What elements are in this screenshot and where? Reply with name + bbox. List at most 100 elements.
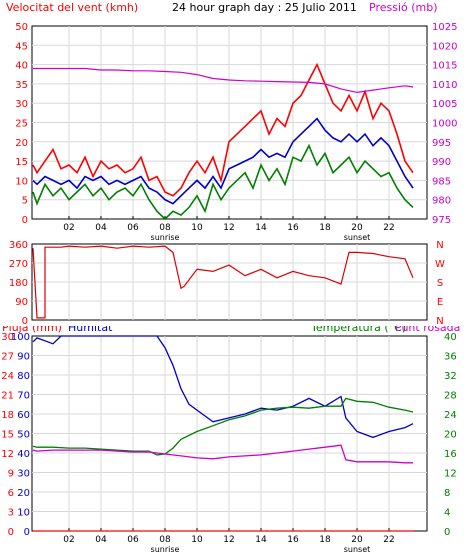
average-wind-series-line [32,117,414,205]
wind-series-line [32,143,414,221]
rain-y-tick-label: 21 [1,391,14,402]
x-tick-label: 06 [127,535,139,545]
temperature-y-tick-label: 12 [444,469,457,480]
wind-y-tick-label: 5 [22,196,28,207]
wind-y-tick-label: 40 [15,61,28,72]
humidity-y-tick-label: 90 [17,352,30,363]
direction-grid [32,244,427,320]
temp-series-group [32,335,414,532]
rain-y-tick-label: 18 [1,410,14,421]
pressure-y-axis: 975 980 985 990 995 1000 1005 1010 1015 1020 1025 [432,22,457,226]
x-tick-label: 08 [159,223,171,233]
x-tick-label: 16 [287,535,299,545]
x-tick-label: 22 [383,535,394,545]
pressure-y-tick-label: 975 [432,215,451,226]
gust-series-line [32,62,414,197]
pressure-y-tick-label: 995 [432,138,451,149]
wind-x-axis: 02 04 06 08 10 12 14 16 18 20 22 sunrise sunset [63,216,395,240]
humidity-y-tick-label: 30 [17,469,30,480]
humidity-y-tick-label: 10 [17,508,30,519]
temperature-y-tick-label: 8 [444,488,450,499]
pressure-y-tick-label: 1025 [432,22,457,33]
direction-y-tick-label: 90 [15,297,28,308]
x-tick-label: 18 [319,223,331,233]
wind-y-tick-label: 35 [15,80,28,91]
x-tick-label: 12 [223,535,234,545]
sunrise-label: sunrise [151,545,180,554]
humidity-axis-label: Humitat [68,326,113,334]
rain-y-tick-label: 6 [8,488,14,499]
compass-label: N [436,316,443,326]
x-tick-label: 16 [287,223,299,233]
pressure-y-tick-label: 985 [432,176,451,187]
wind-y-tick-label: 50 [15,22,28,33]
compass-label: E [437,297,443,308]
rain-y-tick-label: 3 [8,508,14,519]
pressure-y-tick-label: 1015 [432,61,457,72]
direction-series-group [32,245,414,319]
humidity-y-tick-label: 0 [24,527,30,538]
rain-y-tick-label: 27 [1,352,14,363]
rain-axis-label: Pluja (mm) [2,326,62,334]
compass-label: S [437,278,443,289]
wind-direction-series-line [32,245,414,319]
pressure-y-tick-label: 1020 [432,41,457,52]
x-tick-label: 10 [191,223,203,233]
compass-label: N [436,240,443,251]
wind-axis-label: Velocitat del vent (kmh) [6,1,138,14]
x-tick-label: 20 [351,223,363,233]
humidity-y-tick-label: 100 [11,332,30,343]
x-tick-label: 08 [159,535,171,545]
temperature-y-tick-label: 40 [444,332,457,343]
x-tick-label: 20 [351,535,363,545]
pressure-y-tick-label: 1000 [432,119,457,130]
x-tick-label: 22 [383,223,394,233]
direction-y-tick-label: 360 [9,240,28,251]
temperature-y-axis: 0 4 8 12 16 20 24 28 32 36 40 [444,332,457,538]
pressure-y-tick-label: 980 [432,196,451,207]
x-tick-label: 18 [319,535,331,545]
pressure-y-tick-label: 990 [432,157,451,168]
temperature-y-tick-label: 36 [444,352,457,363]
direction-y-tick-label: 270 [9,259,28,270]
pressure-series-line [33,67,414,94]
temp-x-axis: 02 04 06 08 10 12 14 16 18 20 22 sunrise sunset [63,528,395,554]
compass-label: W [435,259,445,270]
x-tick-label: 14 [255,223,267,233]
rain-y-tick-label: 12 [1,449,14,460]
dewpoint-series-line [32,444,413,464]
wind-grid [32,26,427,219]
humidity-y-tick-label: 20 [17,488,30,499]
wind-y-tick-label: 30 [15,99,28,110]
humidity-y-tick-label: 70 [17,391,30,402]
x-tick-label: 04 [95,223,107,233]
direction-y-tick-label: 180 [9,278,28,289]
x-tick-label: 06 [127,223,139,233]
pressure-axis-label: Pressió (mb) [369,1,438,14]
wind-y-tick-label: 20 [15,138,28,149]
rain-y-tick-label: 15 [1,430,14,441]
temperature-y-tick-label: 16 [444,449,457,460]
graph-title: 24 hour graph day : 25 Julio 2011 [172,1,357,14]
x-tick-label: 04 [95,535,107,545]
rain-y-tick-label: 30 [1,332,14,343]
x-tick-label: 10 [191,535,203,545]
wind-y-tick-label: 25 [15,119,28,130]
x-tick-label: 02 [63,223,74,233]
sunset-label: sunset [344,545,371,554]
temperature-y-tick-label: 24 [444,410,457,421]
temperature-y-tick-label: 32 [444,371,457,382]
sunrise-label: sunrise [151,233,180,240]
rain-y-tick-label: 24 [1,371,14,382]
temperature-humidity-chart: Pluja (mm) Humitat Temperatura (°C) Punt… [1,326,460,554]
humidity-y-tick-label: 50 [17,430,30,441]
wind-series-group [32,62,414,221]
pressure-y-tick-label: 1010 [432,80,457,91]
wind-y-tick-label: 10 [15,176,28,187]
direction-y-tick-label: 0 [22,316,28,326]
temperature-y-tick-label: 20 [444,430,457,441]
